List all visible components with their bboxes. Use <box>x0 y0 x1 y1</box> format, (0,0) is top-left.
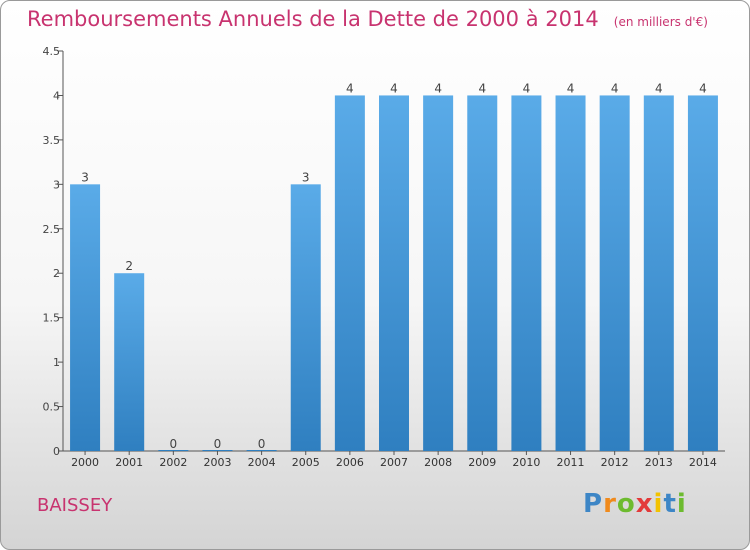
data-label: 0 <box>258 437 266 451</box>
logo-letter: P <box>583 489 604 519</box>
bar <box>423 95 454 451</box>
bar <box>643 95 674 451</box>
x-tick-label: 2002 <box>159 456 187 469</box>
bar <box>379 95 409 451</box>
y-tick-label: 4 <box>53 89 60 102</box>
data-label: 0 <box>214 437 222 451</box>
y-tick-label: 1.5 <box>43 312 61 325</box>
data-label: 4 <box>346 81 354 95</box>
unit-text: (en milliers d'€) <box>613 15 708 29</box>
data-label: 4 <box>478 81 486 95</box>
location-label: BAISSEY <box>37 495 113 516</box>
y-tick-label: 2 <box>53 267 60 280</box>
bar <box>334 95 365 451</box>
y-tick-label: 1 <box>53 356 60 369</box>
bar <box>687 95 718 451</box>
data-label: 4 <box>611 81 619 95</box>
x-tick-label: 2014 <box>689 456 717 469</box>
x-tick-label: 2008 <box>424 456 452 469</box>
bar <box>599 95 630 451</box>
data-label: 3 <box>302 170 310 184</box>
data-label: 4 <box>434 81 442 95</box>
x-tick-label: 2005 <box>292 456 320 469</box>
bar <box>114 273 145 451</box>
x-tick-label: 2007 <box>380 456 408 469</box>
data-label: 4 <box>523 81 531 95</box>
chart-title: Remboursements Annuels de la Dette de 20… <box>27 7 708 31</box>
logo-letter: r <box>603 489 617 519</box>
x-tick-label: 2001 <box>115 456 143 469</box>
logo-letter: t <box>663 489 677 519</box>
data-label: 3 <box>81 170 89 184</box>
logo-letter: o <box>616 489 636 519</box>
x-tick-label: 2010 <box>512 456 540 469</box>
data-label: 2 <box>125 259 133 273</box>
data-label: 4 <box>390 81 398 95</box>
bar <box>511 95 542 451</box>
y-tick-label: 3 <box>53 178 60 191</box>
y-tick-label: 0.5 <box>43 401 61 414</box>
data-label: 4 <box>699 81 707 95</box>
x-tick-label: 2011 <box>557 456 585 469</box>
logo-letter: i <box>653 489 664 519</box>
data-label: 0 <box>170 437 178 451</box>
x-tick-label: 2000 <box>71 456 99 469</box>
data-label: 4 <box>567 81 575 95</box>
title-text: Remboursements Annuels de la Dette de 20… <box>27 7 599 31</box>
x-tick-label: 2012 <box>601 456 629 469</box>
x-tick-label: 2013 <box>645 456 673 469</box>
y-tick-label: 3.5 <box>43 134 61 147</box>
bar <box>70 184 101 452</box>
bar <box>290 184 321 452</box>
x-tick-label: 2006 <box>336 456 364 469</box>
proxiti-logo: Proxiti <box>583 489 687 519</box>
y-tick-label: 2.5 <box>43 223 61 236</box>
logo-letter: i <box>676 489 687 519</box>
x-tick-label: 2003 <box>203 456 231 469</box>
x-tick-label: 2004 <box>248 456 276 469</box>
logo-letter: x <box>635 489 654 519</box>
data-label: 4 <box>655 81 663 95</box>
bar <box>555 95 586 451</box>
bar <box>467 95 498 451</box>
y-tick-label: 0 <box>53 445 60 458</box>
x-tick-label: 2009 <box>468 456 496 469</box>
y-tick-label: 4.5 <box>43 45 61 58</box>
